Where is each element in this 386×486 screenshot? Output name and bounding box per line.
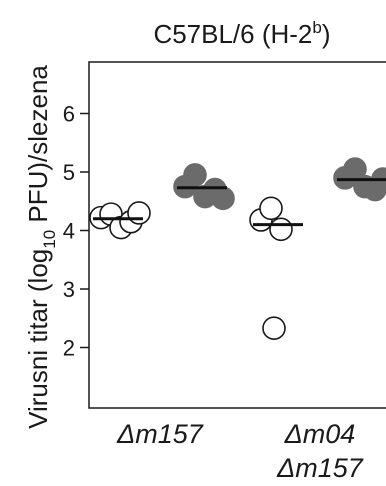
group-label: Δm157 [116,419,204,449]
plot-frame [88,61,386,409]
y-tick-label: 3 [63,277,75,302]
y-tick-label: 2 [63,336,75,361]
data-point [259,196,283,221]
group-label: Δm04 [284,419,356,449]
data-point [127,201,151,225]
data-point [262,316,286,340]
chart-title: C57BL/6 (H-2b) [153,18,330,49]
data-point [211,186,235,211]
y-tick-label: 6 [63,102,75,127]
data-point [183,163,207,187]
y-tick-label: 4 [63,219,75,244]
group-label: Δm157 [276,453,364,483]
y-tick-label: 5 [63,160,75,185]
y-axis-label: Virusni titar (log10 PFU)/slezena [23,65,59,429]
data-point [269,217,293,242]
